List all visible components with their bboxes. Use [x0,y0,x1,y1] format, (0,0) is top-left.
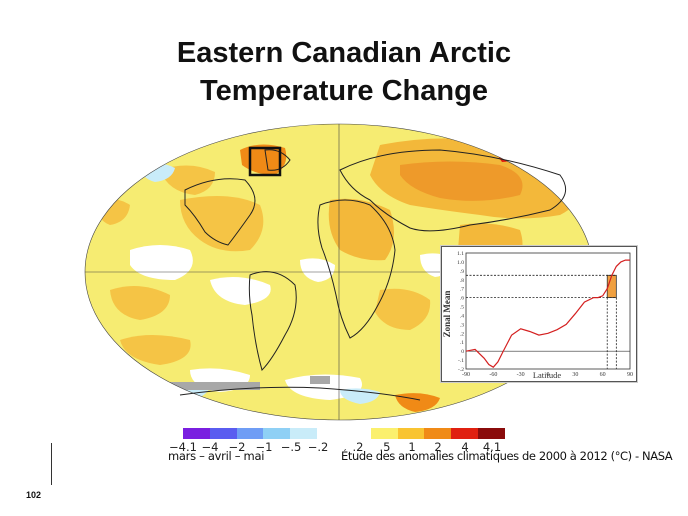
scale-swatch [478,428,505,439]
color-scale-bar [183,428,505,439]
scale-tick-label: 4 [461,440,469,454]
scale-swatch [183,428,210,439]
inset-y-tick-label: .1 [460,340,464,346]
region-highlight-box [248,146,282,177]
inset-x-ticks: -90 -60 -30 0 30 60 90 [462,372,633,378]
inset-x-tick-label: -30 [517,372,525,378]
inset-y-tick-label: 1.1 [457,251,464,257]
scale-swatch [263,428,291,439]
inset-x-tick-label: 60 [600,372,606,378]
scale-swatch [424,428,452,439]
scale-swatch [451,428,479,439]
scale-tick-label: −2 [228,440,246,454]
inset-x-tick-label: 30 [572,372,578,378]
inset-y-tick-label: .9 [460,269,464,275]
inset-y-axis-label: Zonal Mean [442,291,452,338]
scale-swatch [209,428,237,439]
title-line-1: Eastern Canadian Arctic [176,37,512,69]
inset-axes [465,252,631,370]
inset-y-tick-label: -.1 [458,358,464,364]
inset-y-tick-label: .8 [460,278,464,284]
scale-swatch [343,428,371,439]
inset-frame [465,252,631,370]
inset-y-tick-label: .7 [460,287,464,293]
inset-y-tick-label: .3 [460,322,464,328]
inset-y-tick-label: 0 [461,349,464,355]
scale-tick-label: −4.1 [169,440,197,454]
inset-x-tick-label: -90 [462,372,470,378]
title-line-2: Temperature Change [200,75,488,107]
zonal-mean-inset: 1.1 1.0 .9 .8 .7 .6 .5 .4 .3 .2 .1 0 -.1 -.2 -90 -60 -3… [441,246,637,382]
scale-tick-label: −.2 [307,440,329,454]
scale-swatch [236,428,264,439]
scale-swatch [370,428,398,439]
scale-swatch [290,428,318,439]
scale-tick-label: −4 [201,440,219,454]
page-number: 102 [26,490,42,500]
zonal-mean-chart: 1.1 1.0 .9 .8 .7 .6 .5 .4 .3 .2 .1 0 -.1 -.2 -90 -60 -3… [442,251,633,380]
inset-y-ticks: 1.1 1.0 .9 .8 .7 .6 .5 .4 .3 .2 .1 0 -.1 -.2 [457,251,464,373]
inset-y-tick-label: 1.0 [457,260,464,266]
inset-highlight-region [466,274,617,369]
season-caption: mars – avril – mai [168,449,265,463]
inset-y-tick-label: .5 [460,305,464,311]
scale-swatch [317,428,344,439]
inset-x-tick-label: -60 [489,372,497,378]
scale-tick-label: −.5 [280,440,302,454]
inset-y-tick-label: .4 [460,313,464,319]
source-caption: Étude des anomalies climatiques de 2000 … [341,449,673,463]
inset-y-tick-label: .2 [460,331,464,337]
scale-swatch [397,428,425,439]
inset-x-tick-label: 0 [547,372,550,378]
zonal-mean-line [465,259,630,368]
slide-divider-line [51,443,52,485]
scale-tick-label: 1 [408,440,416,454]
scale-tick-label: .5 [379,440,391,454]
inset-x-tick-label: 90 [627,372,633,378]
inset-x-axis-label: Latitude [533,370,562,380]
scale-tick-label: .2 [352,440,364,454]
scale-tick-label: 2 [434,440,442,454]
scale-tick-label: −1 [255,440,273,454]
scale-tick-label: 4.1 [482,440,502,454]
inset-y-tick-label: .6 [460,296,464,302]
page-title: Eastern Canadian Arctic Temperature Chan… [0,34,688,110]
inset-y-tick-label: -.2 [458,367,464,373]
color-scale-ticks: −4.1 −4 −2 −1 −.5 −.2 .2 .5 1 2 4 4.1 [169,440,520,454]
